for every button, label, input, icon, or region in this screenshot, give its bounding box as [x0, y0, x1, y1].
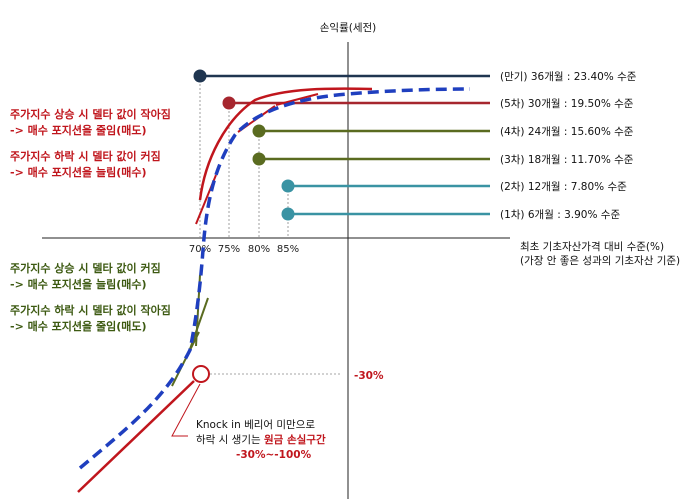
payoff-label-5th: (5차) 30개월 : 19.50% 수준	[500, 98, 634, 110]
note-upper-1: 주가지수 상승 시 델타 값이 작아짐	[10, 107, 171, 121]
tangent-red-3	[275, 93, 319, 106]
x-tick-75: 75%	[218, 244, 240, 255]
payoff-label-1st: (1차) 6개월 : 3.90% 수준	[500, 209, 620, 221]
knock-in-note-2: 하락 시 생기는 원금 손실구간	[196, 433, 326, 446]
loss-label: -30%	[354, 370, 384, 382]
x-axis-title-line1: 최초 기초자산가격 대비 수준(%)	[520, 240, 664, 253]
barrier-dot	[193, 69, 207, 83]
tangent-green-2	[188, 297, 209, 353]
barrier-dot	[281, 179, 295, 193]
note-lower-1: 주가지수 상승 시 델타 값이 커짐	[10, 261, 161, 275]
note-lower-3: 주가지수 하락 시 델타 값이 작아짐	[10, 303, 171, 317]
payoff-4th	[252, 124, 490, 138]
note-upper-2: -> 매수 포지션을 줄임(매도)	[10, 123, 147, 137]
payoff-1st	[281, 207, 490, 221]
note-lower-4: -> 매수 포지션을 줄임(매도)	[10, 319, 147, 333]
knock-in-callout-arrow	[171, 383, 201, 437]
upper-red-arc	[198, 87, 373, 201]
payoff-maturity	[193, 69, 490, 83]
y-axis-title: 손익률(세전)	[320, 22, 377, 34]
x-tick-80: 80%	[248, 244, 270, 255]
payoff-3rd	[252, 152, 490, 166]
payoff-label-4th: (4차) 24개월 : 15.60% 수준	[500, 126, 634, 138]
payoff-label-3rd: (3차) 18개월 : 11.70% 수준	[500, 154, 634, 166]
knock-in-note-2-red: 원금 손실구간	[264, 433, 326, 446]
note-upper-4: -> 매수 포지션을 늘림(매수)	[10, 165, 147, 179]
knock-in-barrier-marker	[192, 365, 210, 383]
barrier-dot	[252, 152, 266, 166]
payoff-label-2nd: (2차) 12개월 : 7.80% 수준	[500, 181, 627, 193]
knock-in-note-2-plain: 하락 시 생기는	[196, 433, 264, 446]
x-tick-70: 70%	[189, 244, 211, 255]
note-lower-2: -> 매수 포지션을 늘림(매수)	[10, 277, 147, 291]
note-upper-3: 주가지수 하락 시 델타 값이 커짐	[10, 149, 161, 163]
x-axis-title-line2: (가장 안 좋은 성과의 기초자산 기준)	[520, 255, 680, 267]
knock-in-note-3: -30%~-100%	[236, 449, 312, 461]
barrier-dot	[281, 207, 295, 221]
payoff-label-maturity: (만기) 36개월 : 23.40% 수준	[500, 71, 637, 83]
els-value-curve	[78, 87, 471, 470]
barrier-dot	[222, 96, 236, 110]
barrier-dot	[252, 124, 266, 138]
x-tick-85: 85%	[277, 244, 299, 255]
tangent-green-3	[171, 331, 200, 387]
payoff-5th	[222, 96, 490, 110]
loss-line	[77, 380, 195, 493]
knock-in-note-1: Knock in 베리어 미만으로	[196, 419, 315, 431]
payoff-2nd	[281, 179, 490, 193]
